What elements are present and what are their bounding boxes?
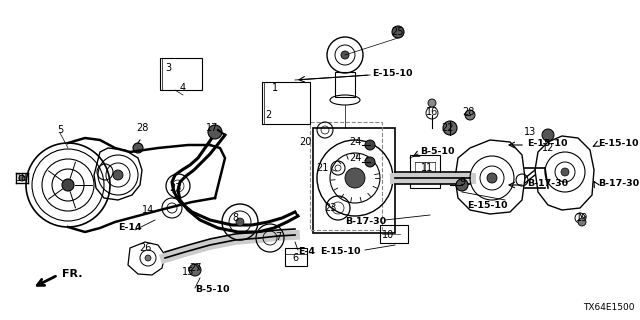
Text: 2: 2 bbox=[265, 110, 271, 120]
Circle shape bbox=[578, 218, 586, 226]
Circle shape bbox=[133, 143, 143, 153]
Text: E-4: E-4 bbox=[298, 247, 315, 257]
Text: E-15-10: E-15-10 bbox=[372, 68, 413, 77]
Text: B-17-30: B-17-30 bbox=[345, 218, 386, 227]
Text: E-15-10: E-15-10 bbox=[598, 139, 639, 148]
Text: 28: 28 bbox=[462, 107, 474, 117]
Circle shape bbox=[561, 168, 569, 176]
Text: 13: 13 bbox=[524, 127, 536, 137]
Text: 11: 11 bbox=[421, 163, 433, 173]
Text: 5: 5 bbox=[57, 125, 63, 135]
Circle shape bbox=[19, 175, 25, 181]
Text: B-5-10: B-5-10 bbox=[420, 148, 454, 156]
Text: 9: 9 bbox=[459, 177, 465, 187]
Text: E-15-10: E-15-10 bbox=[320, 247, 360, 257]
Circle shape bbox=[236, 218, 244, 226]
Text: B-17-30: B-17-30 bbox=[598, 179, 639, 188]
Circle shape bbox=[443, 121, 457, 135]
Text: 20: 20 bbox=[299, 137, 311, 147]
Circle shape bbox=[145, 255, 151, 261]
Bar bbox=[310, 122, 382, 230]
Text: 3: 3 bbox=[165, 63, 171, 73]
Bar bbox=[160, 58, 202, 90]
Text: E-15-10: E-15-10 bbox=[467, 201, 508, 210]
Text: 16: 16 bbox=[426, 107, 438, 117]
Circle shape bbox=[465, 110, 475, 120]
Text: 22: 22 bbox=[442, 123, 454, 133]
Text: 1: 1 bbox=[272, 83, 278, 93]
Text: E-15-10: E-15-10 bbox=[527, 139, 568, 148]
Circle shape bbox=[365, 140, 375, 150]
Text: TX64E1500: TX64E1500 bbox=[584, 303, 635, 312]
Text: E-14: E-14 bbox=[118, 223, 141, 233]
Circle shape bbox=[365, 157, 375, 167]
Bar bbox=[262, 82, 310, 124]
Text: 18: 18 bbox=[16, 173, 28, 183]
Text: 26: 26 bbox=[139, 243, 151, 253]
Text: FR.: FR. bbox=[62, 269, 83, 279]
Text: 10: 10 bbox=[382, 230, 394, 240]
Circle shape bbox=[341, 51, 349, 59]
Circle shape bbox=[428, 99, 436, 107]
Circle shape bbox=[392, 26, 404, 38]
Text: 23: 23 bbox=[169, 183, 181, 193]
Circle shape bbox=[456, 179, 468, 191]
Text: 7: 7 bbox=[275, 232, 281, 242]
Circle shape bbox=[487, 173, 497, 183]
Circle shape bbox=[189, 264, 201, 276]
Text: B-17-30: B-17-30 bbox=[527, 179, 568, 188]
Text: 8: 8 bbox=[232, 213, 238, 223]
Bar bbox=[313, 128, 395, 233]
Text: 27: 27 bbox=[189, 263, 201, 273]
Text: B-5-10: B-5-10 bbox=[195, 285, 230, 294]
Text: 17: 17 bbox=[206, 123, 218, 133]
Circle shape bbox=[113, 170, 123, 180]
Bar bbox=[285, 248, 307, 266]
Text: 25: 25 bbox=[392, 27, 404, 37]
Text: 19: 19 bbox=[576, 213, 588, 223]
Text: 6: 6 bbox=[292, 253, 298, 263]
Text: 21: 21 bbox=[316, 163, 328, 173]
Text: 24: 24 bbox=[349, 137, 361, 147]
Circle shape bbox=[345, 168, 365, 188]
Text: 15: 15 bbox=[182, 267, 194, 277]
Text: 14: 14 bbox=[142, 205, 154, 215]
Circle shape bbox=[62, 179, 74, 191]
Circle shape bbox=[208, 125, 222, 139]
Text: 23: 23 bbox=[324, 203, 336, 213]
Circle shape bbox=[542, 129, 554, 141]
Text: 24: 24 bbox=[349, 153, 361, 163]
Bar bbox=[380, 225, 408, 243]
Text: 28: 28 bbox=[136, 123, 148, 133]
Text: 4: 4 bbox=[180, 83, 186, 93]
Bar bbox=[335, 72, 355, 97]
Text: 12: 12 bbox=[542, 143, 554, 153]
